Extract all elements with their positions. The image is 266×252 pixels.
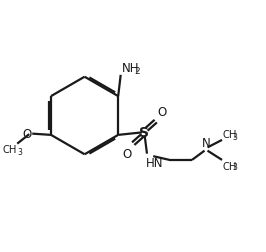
Text: O: O — [22, 128, 31, 141]
Text: 3: 3 — [232, 163, 237, 172]
Text: CH: CH — [223, 130, 237, 140]
Text: 3: 3 — [17, 147, 22, 156]
Text: 3: 3 — [232, 132, 237, 141]
Text: S: S — [139, 126, 149, 140]
Text: O: O — [122, 147, 131, 160]
Text: NH: NH — [122, 61, 139, 75]
Text: 2: 2 — [134, 66, 140, 75]
Text: O: O — [158, 105, 167, 118]
Text: HN: HN — [146, 156, 163, 169]
Text: CH: CH — [223, 161, 237, 171]
Text: N: N — [201, 137, 210, 149]
Text: CH: CH — [2, 145, 16, 154]
